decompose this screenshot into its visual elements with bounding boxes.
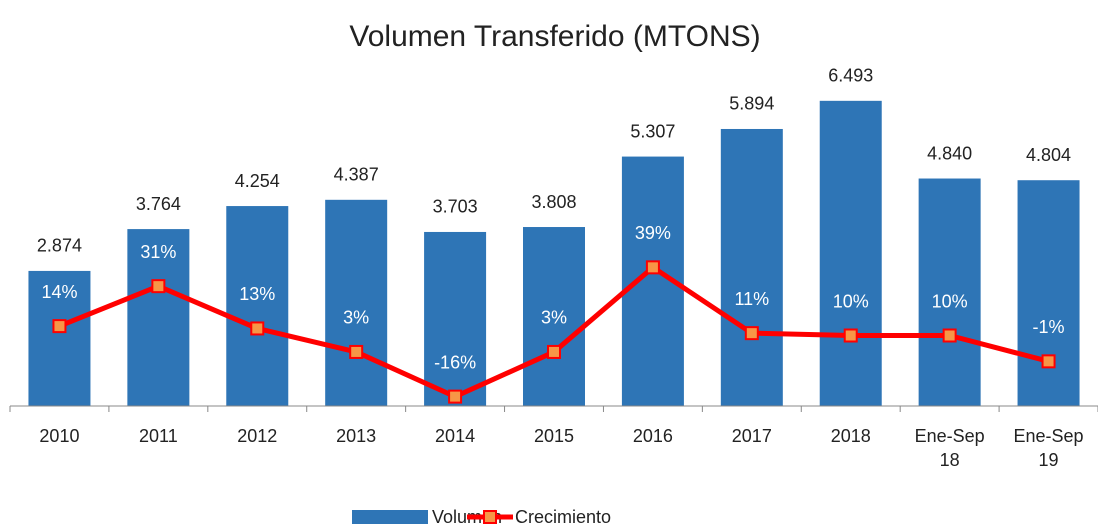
x-tick-label: 2013 [336, 426, 377, 446]
growth-marker [1041, 354, 1056, 369]
growth-marker [942, 328, 957, 343]
growth-marker [448, 389, 463, 404]
bar [720, 128, 783, 406]
bar-value-label: 4.387 [334, 165, 379, 185]
growth-label: -16% [434, 352, 476, 372]
growth-label: 10% [833, 291, 869, 311]
bar [127, 229, 190, 406]
bar-value-label: 3.764 [136, 194, 181, 214]
bar-value-label: 5.894 [729, 94, 774, 114]
growth-label: 3% [343, 308, 369, 328]
bar [226, 206, 289, 406]
legend-swatch [352, 510, 428, 524]
bar [819, 100, 882, 406]
x-tick-label: 2012 [237, 426, 278, 446]
growth-label: 31% [140, 242, 176, 262]
growth-marker [744, 326, 759, 341]
x-tick-label: 2010 [39, 426, 80, 446]
growth-label: 3% [541, 308, 567, 328]
x-tick-label: 2016 [632, 426, 673, 446]
growth-marker [151, 279, 166, 294]
bar [424, 231, 487, 406]
growth-label: -1% [1033, 317, 1065, 337]
bar-value-label: 4.804 [1026, 145, 1071, 165]
bar-value-label: 3.808 [531, 192, 576, 212]
growth-marker [547, 344, 561, 359]
bar-value-label: 2.874 [37, 236, 82, 256]
bar-value-label: 6.493 [828, 66, 873, 86]
bar-value-label: 4.840 [927, 143, 972, 163]
bar [325, 199, 388, 406]
legend-marker [483, 510, 497, 524]
x-tick-label: Ene-Sep 18 [914, 426, 985, 470]
bar [918, 178, 981, 406]
legend-label: Crecimiento [515, 507, 611, 527]
bar-value-label: 3.703 [433, 197, 478, 217]
growth-marker [843, 328, 858, 343]
x-tick-label: 2015 [533, 426, 575, 446]
chart-title: Volumen Transferido (MTONS) [349, 20, 760, 53]
x-tick-label: 2017 [731, 426, 772, 446]
growth-label: 13% [239, 284, 275, 304]
x-tick-label: Ene-Sep 19 [1013, 426, 1084, 470]
x-tick-label: 2014 [435, 426, 476, 446]
growth-label: 14% [41, 282, 77, 302]
growth-marker [349, 344, 364, 359]
growth-marker [645, 260, 660, 275]
x-tick-label: 2011 [139, 426, 178, 446]
bar [523, 227, 585, 406]
growth-label: 11% [734, 289, 769, 309]
bar-value-label: 4.254 [235, 171, 280, 191]
growth-marker [52, 319, 67, 334]
bar-value-label: 5.307 [630, 121, 675, 141]
bar [28, 270, 91, 406]
growth-marker [250, 321, 265, 336]
bar [1017, 180, 1080, 406]
growth-label: 10% [932, 291, 968, 311]
growth-label: 39% [635, 223, 671, 243]
x-tick-label: 2018 [830, 426, 871, 446]
